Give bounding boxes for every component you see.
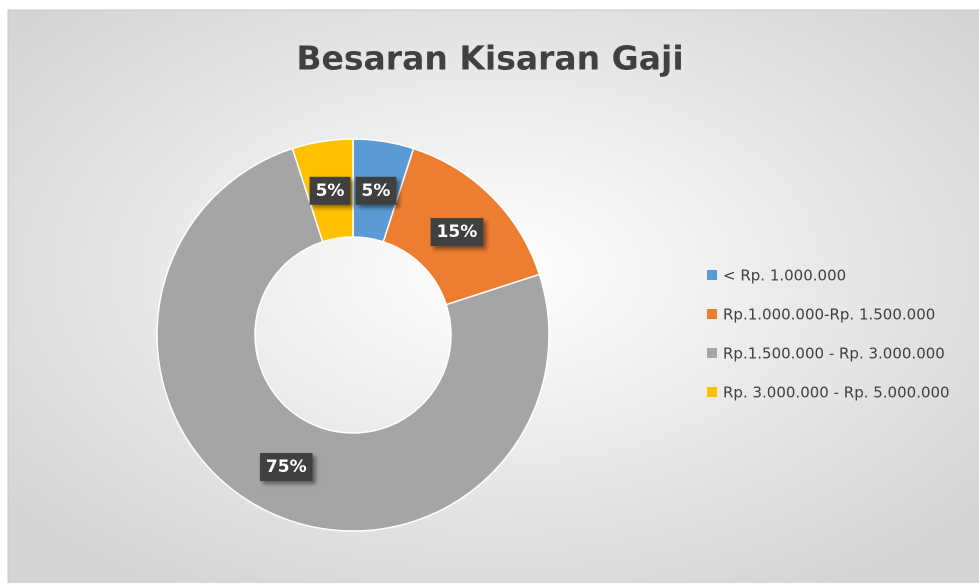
data-label-box	[430, 218, 484, 247]
legend-label: Rp.1.500.000 - Rp. 3.000.000	[723, 345, 945, 363]
data-label-text: 5%	[362, 181, 391, 201]
data-label: 15%	[430, 218, 484, 247]
data-label: 5%	[355, 176, 397, 205]
data-label-box	[309, 176, 351, 205]
data-label-text: 75%	[266, 457, 307, 477]
legend-swatch	[707, 387, 717, 397]
data-label-text: 15%	[437, 222, 478, 242]
data-label: 75%	[259, 452, 313, 481]
chart-title: Besaran Kisaran Gaji	[296, 39, 683, 78]
data-label-box	[355, 176, 397, 205]
legend-swatch	[707, 348, 717, 358]
data-label-box	[259, 452, 313, 481]
legend: < Rp. 1.000.000 Rp.1.000.000-Rp. 1.500.00…	[707, 267, 950, 402]
data-labels: 5% 15% 75% 5%	[259, 176, 484, 481]
legend-label: Rp. 3.000.000 - Rp. 5.000.000	[723, 384, 950, 402]
data-label: 5%	[309, 176, 351, 205]
legend-label: Rp.1.000.000-Rp. 1.500.000	[723, 306, 935, 324]
legend-swatch	[707, 270, 717, 280]
data-label-text: 5%	[316, 181, 345, 201]
legend-swatch	[707, 309, 717, 319]
donut-slice	[156, 147, 550, 532]
legend-label: < Rp. 1.000.000	[723, 267, 846, 285]
